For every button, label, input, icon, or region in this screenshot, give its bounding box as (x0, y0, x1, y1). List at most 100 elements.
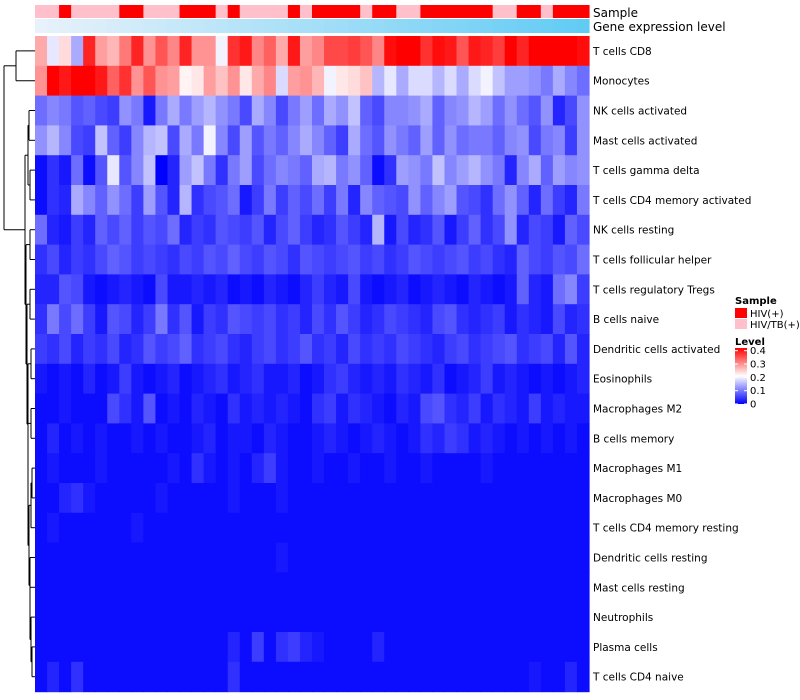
heatmap-cell (444, 36, 458, 67)
heatmap-cell (504, 483, 518, 514)
heatmap-cell (143, 423, 157, 454)
heatmap-cell (47, 542, 60, 573)
heatmap-cell (564, 244, 578, 275)
heatmap-cell (71, 65, 84, 97)
heatmap-cell (107, 483, 120, 514)
row-label: Mast cells resting (593, 582, 685, 594)
heatmap-cell (504, 363, 518, 395)
gene-expression-annotation-bar (35, 19, 590, 33)
heatmap-cell (528, 632, 542, 663)
legend-sample-title: Sample (735, 296, 777, 307)
legend-swatch-hiv (735, 308, 747, 318)
heatmap-cell (83, 363, 96, 395)
heatmap-cell (312, 304, 325, 335)
heatmap-cell (227, 274, 241, 305)
heatmap-cell (191, 453, 205, 484)
legend-level-title: Level (735, 337, 765, 348)
heatmap-cell (504, 274, 518, 305)
heatmap-cell (191, 423, 205, 454)
heatmap-cell (179, 423, 193, 454)
heatmap-cell (324, 423, 337, 454)
heatmap-cell (504, 304, 518, 335)
heatmap-cell (456, 125, 470, 156)
heatmap-cell (227, 334, 241, 365)
heatmap-cell (119, 304, 132, 335)
heatmap-cell (95, 363, 108, 395)
heatmap-cell (179, 393, 193, 424)
heatmap-cell (360, 125, 373, 156)
heatmap-cell (275, 274, 289, 305)
heatmap-cell (456, 661, 470, 693)
heatmap-cell (191, 65, 205, 97)
heatmap-cell (408, 125, 421, 156)
heatmap-cell (287, 304, 301, 335)
heatmap-cell (119, 125, 132, 156)
heatmap-cell (227, 393, 241, 424)
heatmap-cell (131, 214, 144, 246)
heatmap-cell (251, 632, 265, 663)
heatmap-cell (444, 453, 458, 484)
heatmap-cell (107, 542, 120, 573)
sample-annotation-cell (408, 5, 421, 18)
heatmap-cell (263, 572, 277, 603)
heatmap-cell (528, 602, 542, 633)
heatmap-cell (360, 65, 373, 97)
heatmap-cell (59, 453, 72, 484)
row-label: NK cells activated (593, 106, 687, 118)
heatmap-cell (47, 334, 60, 365)
heatmap-cell (312, 95, 325, 126)
heatmap-cell (35, 393, 48, 424)
heatmap-cell (432, 36, 446, 67)
heatmap-cell (384, 602, 397, 633)
heatmap-cell (516, 214, 530, 246)
heatmap-cell (576, 244, 590, 275)
heatmap-cell (251, 274, 265, 305)
heatmap-cell (480, 423, 494, 454)
heatmap-cell (408, 393, 421, 424)
heatmap-cell (312, 185, 325, 216)
heatmap-cell (119, 244, 132, 275)
sample-annotation-cell (360, 5, 373, 18)
heatmap-cell (107, 155, 120, 186)
heatmap-cell (384, 661, 397, 693)
heatmap-cell (336, 602, 349, 633)
heatmap-cell (432, 393, 446, 424)
heatmap-cell (456, 632, 470, 663)
heatmap-cell (143, 334, 157, 365)
heatmap-cell (516, 453, 530, 484)
heatmap-cell (444, 125, 458, 156)
heatmap-cell (564, 602, 578, 633)
heatmap-cell (468, 65, 482, 97)
sample-annotation-cell (263, 5, 277, 18)
heatmap-cell (384, 632, 397, 663)
heatmap-cell (396, 363, 409, 395)
heatmap-cell (492, 572, 506, 603)
row-label: Macrophages M2 (593, 404, 682, 416)
heatmap-cell (576, 334, 590, 365)
heatmap-cell (468, 453, 482, 484)
heatmap-cell (420, 95, 434, 126)
heatmap-cell (119, 483, 132, 514)
heatmap-cell (384, 393, 397, 424)
heatmap-cell (71, 214, 84, 246)
heatmap-cell (47, 661, 60, 693)
heatmap-cell (468, 363, 482, 395)
heatmap-cell (312, 602, 325, 633)
heatmap-cell (143, 36, 157, 67)
heatmap-cell (203, 602, 217, 633)
heatmap-cell (191, 483, 205, 514)
heatmap-cell (83, 95, 96, 126)
gene-annotation-cell (348, 19, 361, 33)
heatmap-cell (336, 393, 349, 424)
heatmap-cell (540, 483, 554, 514)
heatmap-cell (456, 572, 470, 603)
heatmap-cell (528, 95, 542, 126)
heatmap-cell (299, 483, 313, 514)
heatmap-cell (83, 36, 96, 67)
heatmap-cell (492, 512, 506, 544)
heatmap-cell (420, 363, 434, 395)
heatmap-cell (131, 572, 144, 603)
heatmap-cell (35, 363, 48, 395)
heatmap-cell (492, 304, 506, 335)
heatmap-cell (191, 155, 205, 186)
